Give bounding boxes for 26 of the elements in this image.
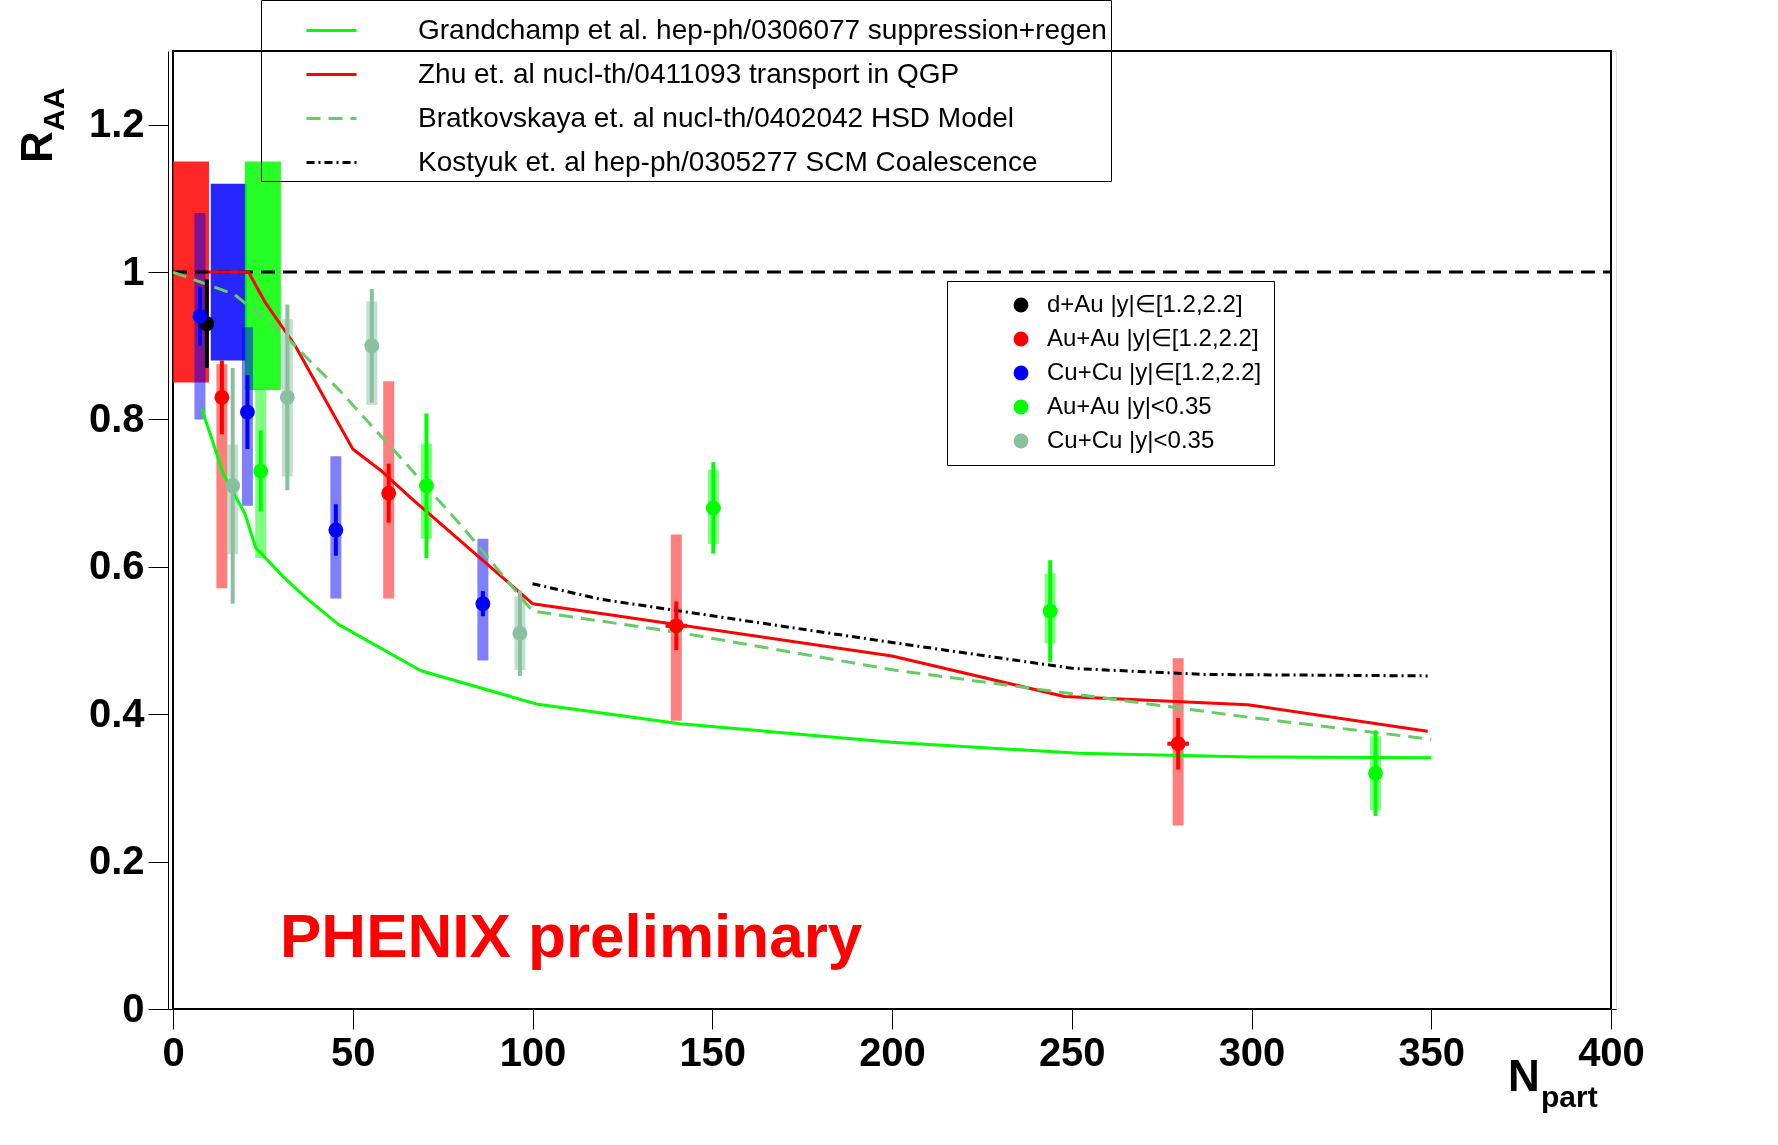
legend-label: Kostyuk et. al hep-ph/0305277 SCM Coalescence	[418, 145, 1038, 177]
legend-label: Cu+Cu |y|∈[1.2,2.2]	[1047, 358, 1262, 385]
legend-label: d+Au |y|∈[1.2,2.2]	[1047, 290, 1243, 317]
x-tick-label: 200	[859, 1029, 926, 1074]
y-tick-label: 0.4	[88, 690, 146, 735]
legend-label: Bratkovskaya et. al nucl-th/0402042 HSD Model	[418, 101, 1015, 133]
legend-label: Cu+Cu |y|<0.35	[1047, 426, 1215, 453]
y-axis-title: RAA	[12, 87, 70, 163]
y-tick-label: 0	[122, 985, 145, 1030]
annotation: PHENIX preliminary	[280, 901, 863, 970]
x-tick-label: 250	[1038, 1029, 1106, 1074]
y-tick-label: 0.6	[88, 543, 145, 588]
y-tick-label: 0.2	[88, 838, 145, 883]
legend-label: Grandchamp et al. hep-ph/0306077 suppression+regen	[418, 13, 1107, 45]
legend-label: Zhu et. al nucl-th/0411093 transport in QGP	[418, 57, 960, 89]
y-tick-label: 1	[122, 248, 145, 293]
x-tick-label: 100	[499, 1029, 567, 1074]
legend-label: Au+Au |y|∈[1.2,2.2]	[1047, 324, 1259, 351]
x-tick-label: 50	[331, 1029, 376, 1074]
y-tick-label: 1.2	[88, 101, 145, 146]
legend-label: Au+Au |y|<0.35	[1047, 392, 1212, 419]
x-tick-label: 350	[1398, 1029, 1466, 1074]
y-tick-label: 0.8	[88, 395, 145, 440]
x-tick-label: 0	[162, 1029, 185, 1074]
x-tick-label: 150	[679, 1029, 747, 1074]
x-tick-label: 300	[1218, 1029, 1286, 1074]
